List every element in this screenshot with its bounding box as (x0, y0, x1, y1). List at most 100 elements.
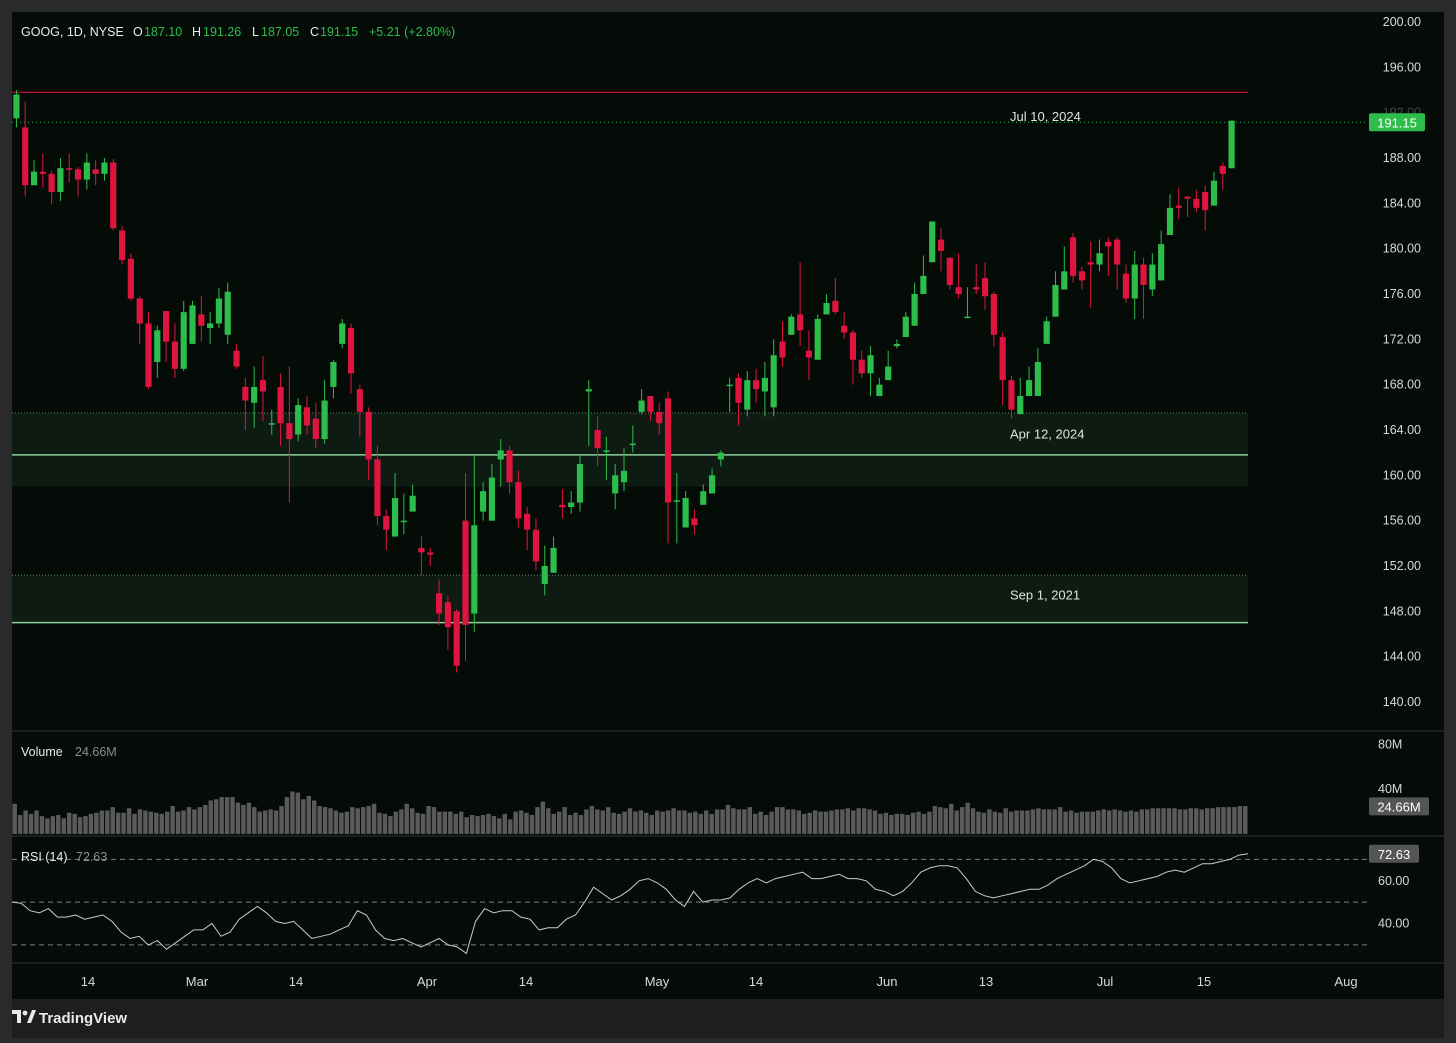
candle-up[interactable] (480, 491, 487, 512)
candle-down[interactable] (92, 169, 99, 174)
candle-down[interactable] (1008, 380, 1015, 410)
candle-up[interactable] (57, 168, 64, 192)
candle-up[interactable] (612, 475, 619, 494)
candle-up[interactable] (700, 491, 707, 505)
candle-up[interactable] (893, 343, 901, 347)
candle-up[interactable] (568, 502, 575, 508)
candle-up[interactable] (1052, 284, 1059, 317)
candle-up[interactable] (1158, 244, 1165, 281)
candle-down[interactable] (647, 396, 654, 412)
candle-down[interactable] (1087, 262, 1094, 265)
candle-down[interactable] (444, 602, 451, 628)
volume-title[interactable]: Volume (21, 745, 63, 759)
candle-up[interactable] (823, 303, 830, 315)
candle-down[interactable] (981, 278, 989, 297)
candle-up[interactable] (638, 400, 645, 412)
candle-up[interactable] (911, 294, 918, 326)
candle-up[interactable] (295, 405, 302, 435)
rsi-title[interactable]: RSI (14) (21, 850, 68, 864)
candle-up[interactable] (585, 389, 592, 392)
time-axis[interactable]: 14 Mar 14 Apr 14 May 14 Jun 13 Jul 15 Aug (81, 974, 1358, 989)
candle-down[interactable] (286, 423, 293, 440)
candle-up[interactable] (673, 500, 680, 502)
candle-up[interactable] (1131, 264, 1138, 299)
candle-up[interactable] (550, 547, 557, 573)
candle-up[interactable] (1210, 180, 1218, 206)
candle-down[interactable] (664, 398, 672, 503)
candle-up[interactable] (682, 498, 689, 528)
candle-down[interactable] (110, 162, 117, 229)
candle-up[interactable] (867, 355, 874, 374)
candle-up[interactable] (576, 464, 584, 503)
candle-up[interactable] (471, 525, 478, 614)
candle-up[interactable] (224, 291, 231, 335)
candle-up[interactable] (761, 377, 768, 392)
candle-down[interactable] (532, 529, 540, 562)
candle-down[interactable] (524, 513, 531, 530)
candle-up[interactable] (876, 384, 883, 396)
candle-down[interactable] (163, 311, 170, 342)
candle-down[interactable] (937, 239, 945, 251)
candle-up[interactable] (929, 221, 936, 263)
candle-up[interactable] (541, 566, 548, 585)
candle-down[interactable] (1070, 237, 1077, 276)
candle-down[interactable] (259, 380, 267, 392)
candle-down[interactable] (303, 407, 311, 426)
candle-down[interactable] (347, 328, 355, 374)
candle-up[interactable] (920, 275, 927, 294)
candle-down[interactable] (66, 168, 73, 170)
candle-down[interactable] (990, 294, 997, 335)
candle-down[interactable] (656, 411, 663, 424)
candle-up[interactable] (1025, 380, 1033, 396)
candle-up[interactable] (902, 316, 909, 338)
candle-up[interactable] (497, 450, 504, 460)
candle-down[interactable] (1105, 241, 1112, 247)
candle-up[interactable] (1149, 264, 1156, 290)
candle-down[interactable] (1193, 198, 1200, 208)
candle-up[interactable] (330, 362, 337, 387)
candle-down[interactable] (797, 314, 804, 331)
candle-up[interactable] (400, 520, 407, 523)
candle-up[interactable] (215, 298, 223, 324)
candle-down[interactable] (48, 173, 55, 192)
candle-down[interactable] (356, 389, 363, 412)
candle-down[interactable] (805, 350, 813, 358)
candle-up[interactable] (189, 305, 196, 344)
candle-up[interactable] (83, 162, 90, 180)
candle-down[interactable] (1184, 196, 1191, 199)
candle-down[interactable] (22, 127, 29, 186)
candle-up[interactable] (885, 366, 892, 381)
candle-up[interactable] (154, 330, 161, 362)
candle-up[interactable] (1096, 253, 1103, 265)
candles[interactable] (13, 90, 1235, 673)
candle-down[interactable] (39, 171, 46, 174)
candle-up[interactable] (180, 312, 187, 369)
candle-down[interactable] (849, 332, 857, 360)
header-symbol[interactable]: GOOG, 1D, NYSE (21, 25, 124, 39)
candle-down[interactable] (136, 298, 143, 324)
horizontal-lines[interactable] (12, 91, 1368, 624)
candle-down[interactable] (118, 230, 126, 260)
candle-up[interactable] (744, 380, 751, 410)
candle-up[interactable] (391, 498, 399, 537)
candle-down[interactable] (462, 520, 469, 625)
candle-down[interactable] (691, 518, 698, 526)
candle-up[interactable] (1034, 362, 1041, 396)
candle-down[interactable] (233, 350, 240, 367)
candle-down[interactable] (594, 430, 601, 449)
candle-up[interactable] (629, 443, 636, 446)
candle-down[interactable] (858, 359, 865, 374)
candle-down[interactable] (955, 287, 962, 294)
candle-down[interactable] (1219, 165, 1226, 174)
candle-up[interactable] (409, 495, 416, 512)
candle-down[interactable] (171, 341, 178, 369)
candle-up[interactable] (488, 477, 495, 521)
candle-down[interactable] (427, 552, 434, 555)
candle-up[interactable] (770, 355, 777, 408)
tradingview-logo-icon[interactable] (12, 1010, 36, 1023)
candle-down[interactable] (127, 258, 134, 299)
candle-down[interactable] (832, 300, 839, 313)
candle-down[interactable] (515, 482, 522, 519)
